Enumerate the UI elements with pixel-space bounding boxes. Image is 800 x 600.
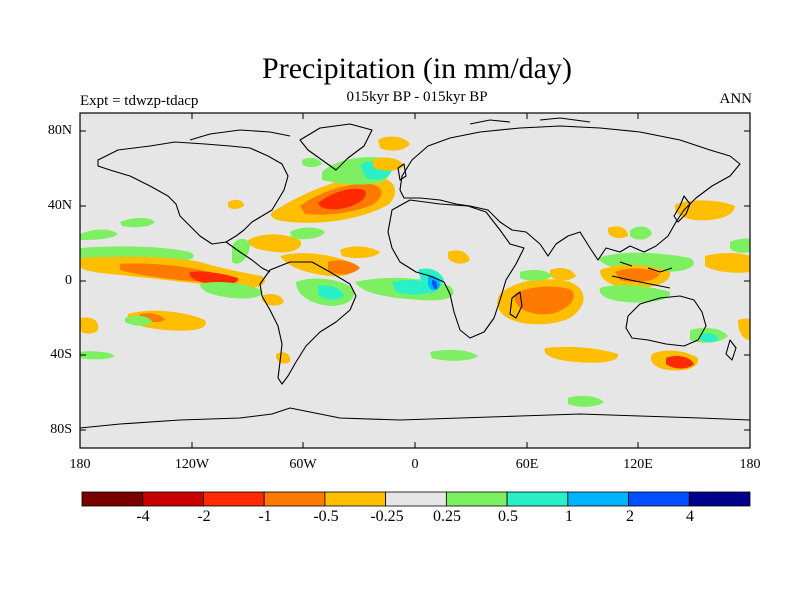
colorbar-label: 0.25 <box>433 508 461 525</box>
new-zealand-coast <box>725 339 737 361</box>
anomaly-patch <box>248 234 302 253</box>
anomaly-patch <box>318 188 366 210</box>
colorbar-label: -1 <box>258 508 272 525</box>
anomaly-patch <box>120 217 155 228</box>
colorbar-swatch <box>628 491 690 507</box>
anomaly-patch <box>730 238 750 253</box>
anomaly-patch <box>290 227 325 240</box>
eurasia-coast <box>399 125 741 261</box>
colorbar-label: -2 <box>197 508 211 525</box>
lon-label: 60E <box>515 457 539 472</box>
colorbar-label: 2 <box>626 508 634 525</box>
australia-coast <box>625 295 707 347</box>
anomaly-patch <box>372 157 404 171</box>
anomaly-patch <box>608 226 628 239</box>
lon-label: 180 <box>69 457 91 472</box>
colorbar-label: 1 <box>565 508 573 525</box>
anomaly-patch <box>700 333 718 343</box>
colorbar-swatch <box>506 491 569 507</box>
colorbar-swatch <box>324 491 387 507</box>
lon-label: 60W <box>289 457 317 472</box>
anomaly-patch <box>328 260 360 275</box>
anomaly-patch <box>705 253 750 273</box>
anomaly-patch <box>228 199 244 209</box>
north-america-coast <box>97 141 289 245</box>
lat-label: 80S <box>50 422 72 437</box>
anomaly-patch <box>189 271 239 285</box>
anomaly-patch <box>630 226 652 240</box>
anomaly-patch <box>80 351 115 360</box>
anomaly-patch <box>599 285 671 303</box>
colorbar-swatch <box>203 491 265 507</box>
anomaly-patch <box>80 317 99 334</box>
lon-label: 0 <box>411 457 419 472</box>
colorbar-label: 4 <box>686 508 694 525</box>
colorbar-swatch <box>445 491 508 507</box>
anomaly-patch <box>615 268 660 282</box>
anomaly-patch <box>568 395 604 407</box>
arctic-islands-coast <box>189 117 591 141</box>
lon-label: 120E <box>623 457 653 472</box>
anomaly-patch <box>666 356 694 369</box>
indonesia-coast <box>611 261 673 289</box>
anomaly-patch <box>432 280 438 290</box>
lat-label: 0 <box>65 273 72 288</box>
colorbar-label: -4 <box>136 508 150 525</box>
lat-label: 40S <box>50 347 72 362</box>
africa-coast <box>387 199 525 339</box>
colorbar-swatch <box>142 491 204 507</box>
colorbar-swatch <box>567 491 629 507</box>
greenland-coast <box>299 123 373 171</box>
plot-subtitle: 015kyr BP - 015kyr BP <box>346 89 488 105</box>
lat-label: 80N <box>47 123 72 138</box>
anomaly-patch <box>80 229 118 240</box>
colorbar-swatch <box>263 491 326 507</box>
anomaly-patch <box>520 269 552 281</box>
coastlines <box>80 117 750 429</box>
anomaly-field <box>80 136 750 407</box>
colorbar <box>81 491 751 507</box>
plot-title: Precipitation (in mm/day) <box>262 52 572 85</box>
anomaly-patch <box>514 286 574 315</box>
lat-label: 40N <box>47 198 72 213</box>
axis-ticks <box>79 113 750 448</box>
experiment-label: Expt = tdwzp-tdacp <box>80 93 199 109</box>
anomaly-patch <box>448 250 470 264</box>
anomaly-patch <box>430 349 478 361</box>
central-america-coast <box>225 241 271 273</box>
south-america-coast <box>259 261 357 385</box>
anomaly-patch <box>378 136 410 151</box>
anomaly-patch <box>738 318 750 340</box>
british-isles-coast <box>397 163 407 181</box>
lon-label: 180 <box>739 457 761 472</box>
lon-label: 120W <box>174 457 210 472</box>
anomaly-patch <box>340 246 380 259</box>
season-label: ANN <box>719 91 753 107</box>
colorbar-label: -0.25 <box>370 508 404 525</box>
anomaly-patch <box>125 315 152 326</box>
madagascar-coast <box>509 291 523 319</box>
anomaly-patch <box>302 157 322 167</box>
anomaly-patch <box>318 285 344 300</box>
colorbar-swatch <box>81 491 144 507</box>
anomaly-patch <box>550 268 576 281</box>
colorbar-swatch <box>688 491 751 507</box>
anomaly-patch <box>262 294 284 306</box>
japan-coast <box>673 195 691 223</box>
antarctica-coast <box>80 407 750 429</box>
anomaly-patch <box>544 346 619 363</box>
anomaly-patch <box>200 282 263 299</box>
anomaly-patch <box>232 238 250 264</box>
colorbar-swatch <box>385 491 447 507</box>
colorbar-label: 0.5 <box>498 508 518 525</box>
colorbar-label: -0.5 <box>313 508 339 525</box>
